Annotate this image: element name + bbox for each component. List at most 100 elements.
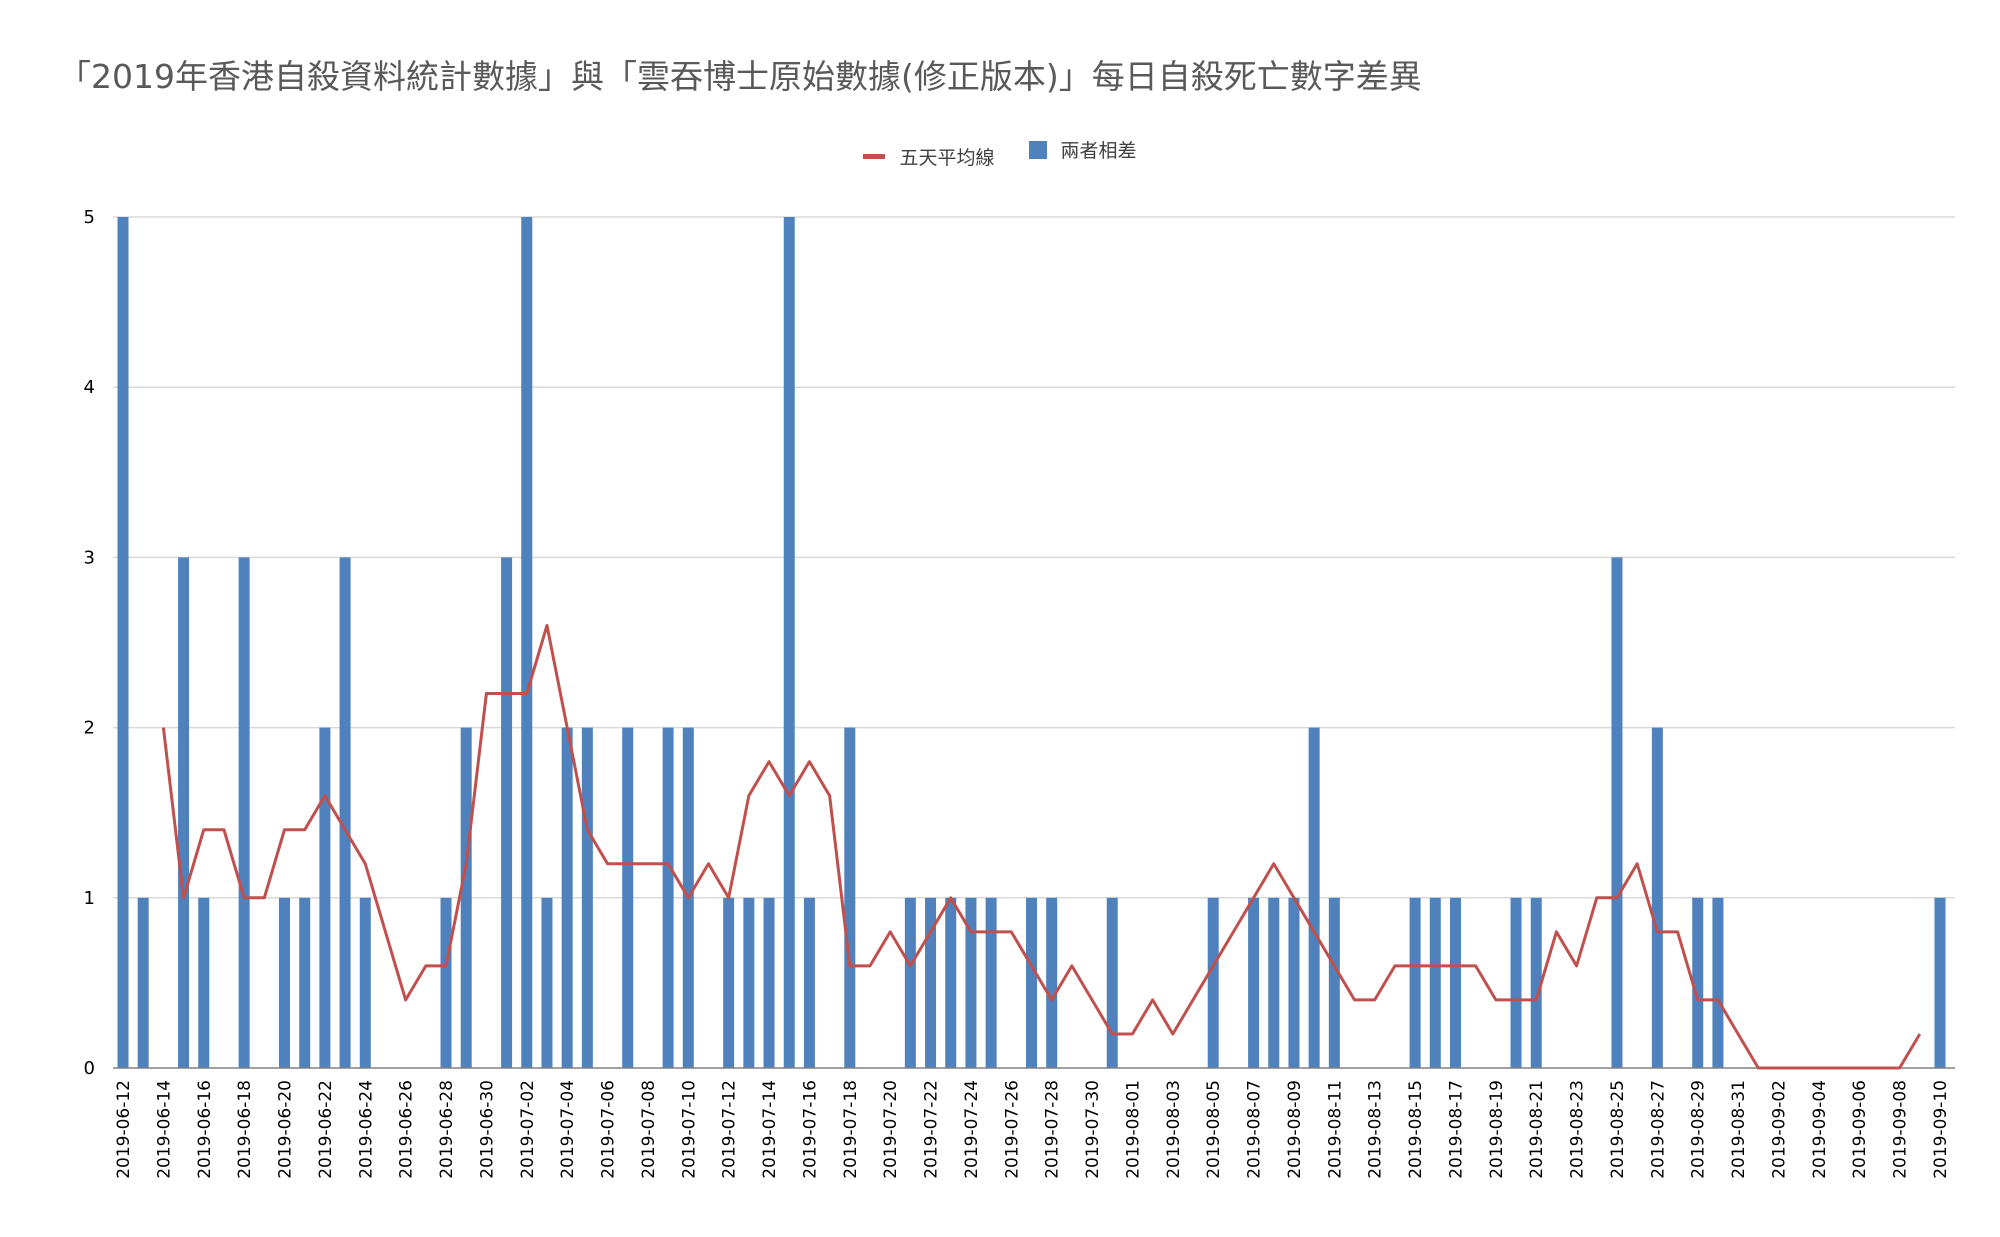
bar [1510, 897, 1522, 1068]
bar [1712, 897, 1724, 1068]
bar [803, 897, 815, 1068]
bar [763, 897, 775, 1068]
bar [319, 727, 331, 1068]
bar [723, 897, 735, 1068]
bar [1429, 897, 1441, 1068]
bar [238, 557, 250, 1068]
x-tick-label: 2019-07-24 [962, 1080, 982, 1179]
x-tick-label: 2019-06-16 [195, 1080, 215, 1179]
x-tick-label: 2019-09-04 [1810, 1080, 1830, 1179]
bar [1207, 897, 1219, 1068]
bar [743, 897, 755, 1068]
x-tick-label: 2019-07-16 [800, 1080, 820, 1179]
legend-line-swatch [863, 153, 886, 159]
y-tick-label: 4 [84, 377, 95, 398]
y-tick-label: 0 [84, 1058, 95, 1079]
x-tick-label: 2019-08-17 [1446, 1080, 1466, 1179]
bar [1651, 727, 1663, 1068]
x-tick-label: 2019-08-07 [1245, 1080, 1265, 1179]
x-tick-label: 2019-08-25 [1608, 1080, 1628, 1179]
bar [198, 897, 210, 1068]
x-tick-label: 2019-07-20 [881, 1080, 901, 1179]
bar [1046, 897, 1058, 1068]
bar [561, 727, 573, 1068]
legend-bar-swatch [1028, 140, 1047, 159]
bar [1106, 897, 1118, 1068]
bar [1268, 897, 1280, 1068]
bar [985, 897, 997, 1068]
bar [117, 217, 129, 1068]
x-tick-label: 2019-08-11 [1325, 1080, 1345, 1179]
bar [359, 897, 371, 1068]
x-tick-label: 2019-06-20 [276, 1080, 296, 1179]
chart-title: 「2019年香港自殺資料統計數據」與「雲吞博士原始數據(修正版本)」每日自殺死亡… [58, 57, 1422, 96]
x-tick-label: 2019-07-12 [720, 1080, 740, 1179]
x-tick-label: 2019-08-15 [1406, 1080, 1426, 1179]
bar [1449, 897, 1461, 1068]
y-tick-label: 3 [84, 547, 95, 568]
x-tick-label: 2019-08-23 [1568, 1080, 1588, 1179]
bar [521, 217, 533, 1068]
bar [945, 897, 957, 1068]
x-tick-label: 2019-06-14 [154, 1080, 174, 1179]
x-tick-label: 2019-07-04 [558, 1080, 578, 1179]
x-tick-label: 2019-09-06 [1850, 1080, 1870, 1179]
bar [581, 727, 593, 1068]
x-tick-label: 2019-08-27 [1648, 1080, 1668, 1179]
x-tick-label: 2019-08-05 [1204, 1080, 1224, 1179]
bar [440, 897, 452, 1068]
x-tick-label: 2019-09-02 [1769, 1080, 1789, 1179]
y-tick-label: 1 [84, 888, 95, 909]
x-tick-label: 2019-06-12 [114, 1080, 134, 1179]
x-tick-label: 2019-08-13 [1366, 1080, 1386, 1179]
y-tick-label: 5 [84, 207, 95, 228]
bar [925, 897, 937, 1068]
series-line-average [161, 623, 1922, 1070]
legend-item-line: 五天平均線 [863, 143, 994, 170]
bar [662, 727, 674, 1068]
bar [1328, 897, 1340, 1068]
x-tick-label: 2019-07-18 [841, 1080, 861, 1179]
x-tick-label: 2019-06-22 [316, 1080, 336, 1179]
x-tick-label: 2019-07-26 [1002, 1080, 1022, 1179]
bar [460, 727, 472, 1068]
bar [339, 557, 351, 1068]
bar [137, 897, 149, 1068]
x-tick-label: 2019-07-08 [639, 1080, 659, 1179]
y-tick-label: 2 [84, 718, 95, 739]
bar [1288, 897, 1300, 1068]
bar [1409, 897, 1421, 1068]
bar [279, 897, 291, 1068]
x-tick-label: 2019-07-22 [922, 1080, 942, 1179]
x-tick-label: 2019-06-30 [477, 1080, 497, 1179]
bar [1026, 897, 1037, 1068]
bar [178, 557, 190, 1068]
bar [501, 557, 513, 1068]
x-tick-label: 2019-08-21 [1527, 1080, 1547, 1179]
x-tick-label: 2019-09-10 [1931, 1080, 1951, 1179]
x-tick-label: 2019-07-02 [518, 1080, 538, 1179]
x-tick-label: 2019-08-31 [1729, 1080, 1749, 1179]
bar [1308, 727, 1320, 1068]
legend-item-bar: 兩者相差 [1028, 136, 1137, 163]
x-tick-label: 2019-07-30 [1083, 1080, 1103, 1179]
x-tick-label: 2019-08-19 [1487, 1080, 1507, 1179]
bar [299, 897, 311, 1068]
x-tick-label: 2019-06-26 [397, 1080, 417, 1179]
x-tick-label: 2019-06-18 [235, 1080, 255, 1179]
bar [1692, 897, 1704, 1068]
bar [783, 217, 795, 1068]
x-tick-label: 2019-09-08 [1891, 1080, 1911, 1179]
bar [965, 897, 977, 1068]
x-tick-label: 2019-07-06 [599, 1080, 619, 1179]
bar [904, 897, 916, 1068]
bar [1934, 897, 1946, 1068]
x-tick-label: 2019-08-09 [1285, 1080, 1305, 1179]
x-tick-label: 2019-08-29 [1689, 1080, 1709, 1179]
x-tick-label: 2019-06-24 [356, 1080, 376, 1179]
legend-label-line: 五天平均線 [899, 146, 995, 169]
bar [1530, 897, 1542, 1068]
bar [541, 897, 553, 1068]
x-tick-label: 2019-07-28 [1043, 1080, 1063, 1179]
